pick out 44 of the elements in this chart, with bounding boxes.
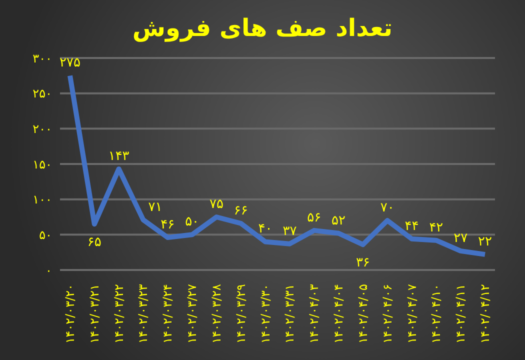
data-label: ۲۷۵ [60,56,80,71]
chart-title: تعداد صف های فروش [131,13,394,44]
x-tick-label: ۱۴۰۲/۰۴/۰۴ [332,284,346,344]
x-tick-label: ۱۴۰۲/۰۳/۲۹ [234,284,248,344]
x-tick-label: ۱۴۰۲/۰۳/۳۱ [282,284,297,344]
x-tick-label: ۱۴۰۲/۰۴/۰۳ [307,283,322,344]
x-tick-label: ۱۴۰۲/۰۳/۳۰ [258,284,272,344]
data-label: ۳۶ [356,256,370,271]
data-label: ۲۷ [454,230,468,246]
x-tick-label: ۱۴۰۲/۰۳/۲۱ [87,284,102,344]
x-tick-label: ۱۴۰۲/۰۴/۱۲ [478,284,492,344]
y-tick-label: ۲۵۰ [32,86,52,101]
x-tick-label: ۱۴۰۲/۰۴/۰۶ [380,284,394,344]
x-tick-label: ۱۴۰۲/۰۳/۲۳ [136,283,150,344]
data-label: ۵۶ [307,210,322,226]
data-label: ۴۰ [258,222,272,237]
data-label: ۳۷ [282,224,297,239]
data-label: ۴۴ [404,218,419,234]
data-label: ۲۲ [478,234,492,250]
y-tick-label: ۳۰۰ [32,51,52,66]
data-label: ۶۵ [87,235,102,250]
x-tick-label: ۱۴۰۲/۰۴/۰۵ [356,284,370,344]
y-tick-label: ۵۰ [39,228,52,242]
x-tick-label: ۱۴۰۲/۰۳/۲۸ [209,283,224,344]
data-label: ۷۵ [209,197,224,212]
data-label: ۴۶ [160,217,175,232]
x-tick-label: ۱۴۰۲/۰۴/۱۰ [429,284,444,344]
y-tick-label: ۱۰۰ [32,192,52,207]
data-label: ۴۲ [429,220,444,236]
data-label: ۵۰ [185,214,200,230]
data-label: ۷۱ [148,200,162,215]
x-tick-label: ۱۴۰۲/۰۳/۲۲ [112,284,126,344]
x-tick-label: ۱۴۰۲/۰۴/۱۱ [454,284,468,344]
x-tick-label: ۱۴۰۲/۰۴/۰۷ [404,283,419,344]
x-tick-label: ۱۴۰۲/۰۳/۲۴ [160,284,175,344]
y-tick-label: ۲۰۰ [32,122,52,136]
y-tick-label: ۰ [46,263,52,278]
data-label: ۷۰ [380,200,394,216]
x-tick-label: ۱۴۰۲/۰۳/۲۷ [185,283,200,344]
y-tick-label: ۱۵۰ [32,157,52,172]
data-label: ۵۲ [332,213,346,228]
data-label: ۱۴۳ [108,148,130,164]
data-label: ۶۶ [234,203,248,218]
x-tick-label: ۱۴۰۲/۰۳/۲۰ [63,284,77,344]
